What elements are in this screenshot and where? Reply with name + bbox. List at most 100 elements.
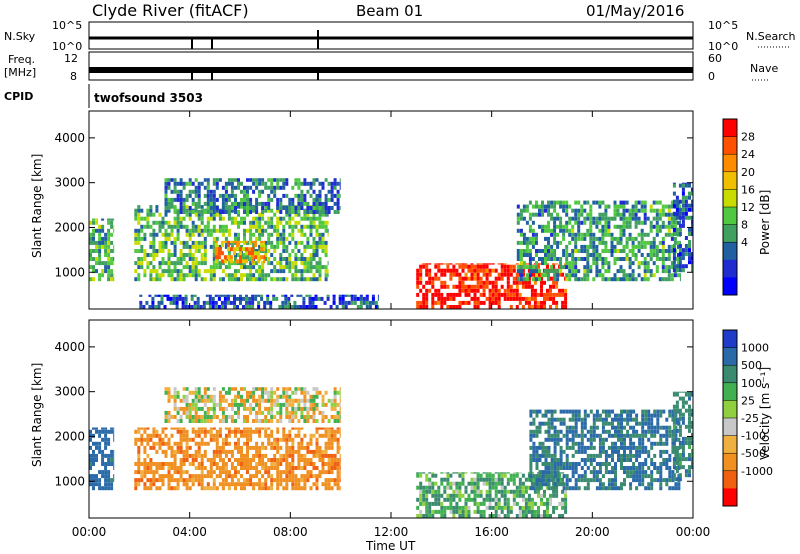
- heatmap-cell: [246, 193, 249, 198]
- heatmap-cell: [240, 482, 243, 487]
- heatmap-cell: [300, 193, 304, 198]
- heatmap-cell: [326, 296, 330, 301]
- heatmap-cell: [541, 249, 544, 253]
- heatmap-cell: [110, 240, 114, 245]
- heatmap-cell: [330, 453, 334, 458]
- heatmap-cell: [598, 253, 602, 257]
- heatmap-cell: [601, 409, 605, 414]
- heatmap-cell: [167, 220, 171, 225]
- heatmap-cell: [242, 240, 245, 244]
- heatmap-cell: [422, 514, 426, 518]
- heatmap-cell: [336, 449, 340, 454]
- heatmap-cell: [691, 199, 693, 204]
- heatmap-cell: [149, 212, 153, 217]
- heatmap-cell: [315, 445, 319, 450]
- heatmap-cell: [267, 470, 271, 475]
- heatmap-cell: [470, 489, 474, 494]
- heatmap-cell: [533, 280, 537, 285]
- heatmap-cell: [282, 193, 286, 198]
- heatmap-cell: [220, 259, 224, 264]
- heatmap-cell: [641, 466, 645, 470]
- heatmap-cell: [491, 268, 495, 273]
- heatmap-cell: [215, 437, 219, 442]
- heatmap-cell: [446, 472, 450, 474]
- heatmap-cell: [197, 433, 201, 438]
- heatmap-cell: [503, 472, 507, 474]
- heatmap-cell: [282, 228, 286, 233]
- y-tick-label: 4000: [54, 131, 85, 145]
- heatmap-cell: [535, 429, 539, 434]
- heatmap-cell: [527, 300, 531, 305]
- heatmap-cell: [197, 482, 201, 487]
- heatmap-cell: [500, 284, 504, 289]
- heatmap-cell: [230, 478, 234, 483]
- heatmap-cell: [255, 415, 259, 419]
- heatmap-cell: [288, 240, 292, 245]
- heatmap-cell: [209, 277, 213, 282]
- heatmap-cell: [571, 236, 575, 241]
- heatmap-cell: [240, 197, 243, 202]
- heatmap-cell: [182, 224, 186, 229]
- heatmap-cell: [240, 387, 243, 391]
- heatmap-cell: [598, 269, 602, 274]
- heatmap-cell: [675, 195, 679, 200]
- heatmap-cell: [267, 486, 271, 491]
- heatmap-cell: [488, 477, 492, 482]
- heatmap-cell: [494, 505, 498, 510]
- heatmap-cell: [252, 474, 256, 479]
- heatmap-cell: [291, 437, 295, 442]
- heatmap-cell: [464, 509, 468, 514]
- heatmap-cell: [652, 208, 656, 213]
- heatmap-cell: [206, 201, 210, 206]
- heatmap-cell: [635, 453, 639, 458]
- heatmap-cell: [571, 474, 575, 479]
- heatmap-cell: [556, 232, 560, 237]
- heatmap-cell: [224, 462, 228, 466]
- heatmap-cell: [668, 433, 672, 438]
- heatmap-cell: [552, 292, 556, 297]
- heatmap-cell: [519, 253, 523, 257]
- heatmap-cell: [260, 294, 264, 297]
- heatmap-cell: [623, 445, 626, 450]
- heatmap-cell: [640, 240, 644, 245]
- heatmap-cell: [190, 294, 194, 297]
- heatmap-cell: [104, 240, 108, 245]
- heatmap-cell: [315, 224, 319, 229]
- heatmap-cell: [249, 185, 253, 190]
- heatmap-cell: [336, 482, 340, 487]
- heatmap-cell: [185, 406, 189, 411]
- heatmap-cell: [297, 220, 301, 225]
- heatmap-cell: [561, 477, 565, 482]
- heatmap-cell: [506, 272, 510, 277]
- heatmap-cell: [532, 441, 536, 446]
- heatmap-cell: [197, 269, 201, 274]
- heatmap-cell: [479, 514, 483, 518]
- heatmap-cell: [215, 178, 219, 182]
- heatmap-cell: [464, 472, 468, 474]
- heatmap-cell: [288, 470, 292, 475]
- heatmap-cell: [614, 441, 617, 446]
- heatmap-cell: [224, 189, 228, 194]
- heatmap-cell: [151, 305, 155, 309]
- heatmap-cell: [531, 257, 535, 261]
- heatmap-cell: [333, 178, 337, 182]
- heatmap-cell: [625, 253, 629, 257]
- heatmap-cell: [315, 402, 319, 407]
- heatmap-cell: [229, 294, 233, 297]
- heatmap-cell: [416, 514, 420, 518]
- heatmap-cell: [667, 253, 671, 257]
- heatmap-cell: [547, 240, 550, 245]
- heatmap-cell: [543, 280, 546, 285]
- heatmap-cell: [137, 212, 141, 217]
- heatmap-cell: [107, 253, 111, 257]
- heatmap-cell: [640, 200, 644, 205]
- heatmap-cell: [628, 277, 632, 282]
- heatmap-cell: [158, 273, 162, 278]
- heatmap-cell: [617, 486, 620, 491]
- heatmap-cell: [167, 387, 171, 391]
- heatmap-cell: [270, 441, 274, 446]
- heatmap-cell: [308, 305, 312, 309]
- heatmap-cell: [234, 232, 237, 237]
- heatmap-cell: [589, 470, 593, 475]
